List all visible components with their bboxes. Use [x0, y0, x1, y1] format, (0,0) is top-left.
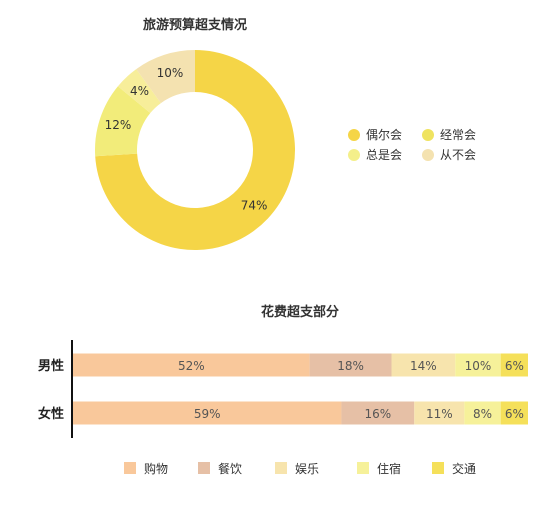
- bar-segment-label-1-5: 6%: [505, 359, 524, 373]
- bar-segment-1-4: [455, 353, 501, 377]
- bar-segment-label-2-1: 59%: [194, 407, 221, 421]
- bar-segment-label-1-1: 52%: [178, 359, 205, 373]
- bar-segment-label-1-2: 18%: [337, 359, 364, 373]
- bar-segment-label-2-2: 16%: [365, 407, 392, 421]
- bar-segment-1-2: [309, 353, 392, 377]
- bar-segment-label-2-4: 8%: [473, 407, 492, 421]
- bar-segment-label-2-5: 6%: [505, 407, 524, 421]
- bar-segment-label-2-3: 11%: [426, 407, 453, 421]
- bar-legend-label-5: 交通: [452, 461, 476, 476]
- donut-slice-2: [95, 86, 151, 157]
- bar-legend-swatch-1: [124, 462, 136, 474]
- donut-slices: [95, 50, 295, 250]
- bar-category-2: 女性: [38, 406, 64, 422]
- bar-legend-label-2: 餐饮: [218, 461, 242, 476]
- bar-legend-swatch-4: [357, 462, 369, 474]
- bar-segment-1-1: [73, 353, 310, 377]
- bar-segment-2-2: [341, 401, 415, 425]
- bar-segment-2-5: [500, 401, 528, 425]
- bar-title: 花费超支部分: [261, 304, 339, 320]
- donut-slice-1: [95, 50, 295, 250]
- donut-title: 旅游预算超支情况: [143, 17, 247, 33]
- bar-legend-label-3: 娱乐: [295, 462, 319, 476]
- bar-segment-1-5: [500, 353, 528, 377]
- donut-slice-label-2: 12%: [105, 118, 132, 132]
- bar-segments: 52% 18% 14% 10% 6% 59% 16% 11% 8% 6%: [73, 353, 528, 425]
- bar-legend-label-4: 住宿: [377, 461, 401, 476]
- donut-legend-label-1: 偶尔会: [366, 127, 402, 142]
- donut-slice-label-1: 74%: [241, 198, 268, 212]
- donut-legend-swatch-2: [422, 129, 434, 141]
- donut-slice-label-4: 10%: [157, 66, 184, 80]
- bar-legend-label-1: 购物: [144, 461, 168, 476]
- donut-legend-label-2: 经常会: [440, 128, 476, 142]
- bar-segment-label-1-4: 10%: [465, 359, 492, 373]
- bar-legend-swatch-2: [198, 462, 210, 474]
- donut-legend-swatch-4: [422, 149, 434, 161]
- donut-slice-4: [136, 50, 195, 104]
- bar-legend: 购物 餐饮 娱乐 住宿 交通: [124, 461, 476, 476]
- bar-legend-swatch-3: [275, 462, 287, 474]
- bar-segment-1-3: [391, 353, 456, 377]
- donut-legend-label-3: 总是会: [366, 148, 402, 162]
- bar-category-1: 男性: [38, 358, 64, 374]
- donut-slice-label-3: 4%: [130, 84, 149, 98]
- bar-segment-label-1-3: 14%: [410, 359, 437, 373]
- bar-segment-2-4: [464, 401, 501, 425]
- donut-labels: 74% 12% 4% 10%: [105, 66, 268, 212]
- donut-legend-swatch-1: [348, 129, 360, 141]
- donut-legend-swatch-3: [348, 149, 360, 161]
- donut-slice-3: [117, 69, 161, 114]
- donut-legend-label-4: 从不会: [440, 148, 476, 162]
- bar-legend-swatch-5: [432, 462, 444, 474]
- bar-segment-2-3: [414, 401, 465, 425]
- bar-segment-2-1: [73, 401, 342, 425]
